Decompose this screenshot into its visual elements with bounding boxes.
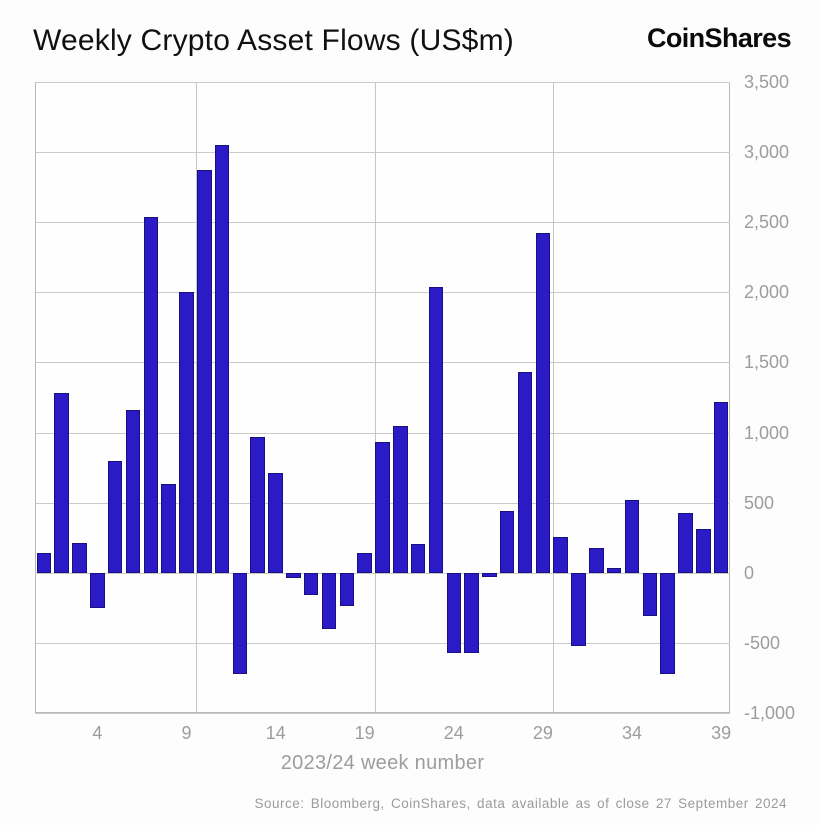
x-axis-tick-label: 14 [265,723,286,743]
y-axis-label: 2,500 [744,212,790,233]
bar-week-6 [125,410,141,573]
y-axis-label: 3,500 [744,72,790,92]
bar-week-16 [303,572,319,596]
bar-week-38 [696,529,711,573]
y-gridline [35,152,730,154]
bar-week-28 [517,371,533,573]
x-gridline [374,82,376,713]
bar-week-4 [90,572,105,608]
bar-week-10 [197,170,212,573]
bar-week-1 [36,553,52,573]
x-axis-tick-label: 4 [92,723,103,743]
x-axis-tick-label: 34 [621,723,643,743]
x-axis-title: 2023/24 week number [280,752,485,774]
bar-week-7 [143,217,159,573]
bar-week-13 [250,436,265,573]
bar-week-21 [393,426,408,573]
x-axis-tick-label: 24 [443,723,464,743]
bar-week-35 [642,572,658,617]
plot-area [35,82,730,714]
bar-week-31 [571,572,586,646]
bar-week-20 [375,442,390,573]
bar-week-39 [713,401,729,573]
bar-week-32 [589,547,604,573]
y-axis-label: 3,000 [744,142,790,163]
bar-week-12 [232,572,248,674]
y-axis-label: 1,500 [744,352,790,373]
y-gridline [35,572,730,574]
y-gridline [35,713,730,714]
bar-week-17 [321,572,337,629]
bar-week-11 [214,145,230,573]
bar-week-34 [624,499,640,573]
bar-week-14 [268,472,283,573]
bar-week-9 [179,292,194,573]
bar-week-18 [339,572,355,606]
y-axis-label: -1,000 [744,703,796,723]
bar-week-30 [553,537,568,573]
x-axis: 4 9 14 19 24 29 34 39 [35,723,731,747]
bar-week-26 [482,572,497,577]
bar-week-27 [499,511,515,573]
bar-week-2 [54,393,69,573]
x-gridline [196,82,198,713]
bar-week-29 [535,232,551,573]
bar-week-19 [357,553,372,573]
plot-border [35,82,730,713]
bar-week-23 [428,287,444,573]
x-axis-tick-label: 29 [532,723,553,743]
bar-week-33 [606,567,622,573]
y-axis: 3,500 3,000 2,500 2,000 1,500 1,000 500 0 -500 -1… [744,72,820,723]
bar-week-5 [107,460,123,573]
bar-week-24 [446,572,462,653]
x-axis-tick-label: 9 [181,723,192,743]
y-gridline [35,82,730,83]
y-axis-label: 0 [744,562,755,583]
y-axis-label: 1,000 [744,422,790,443]
y-axis-label: 500 [744,492,775,513]
y-axis-label: -500 [744,632,781,653]
bar-week-25 [464,572,479,653]
bar-week-15 [286,572,301,578]
chart-title: Weekly Crypto Asset Flows (US$m) [33,24,514,57]
x-axis-tick-label: 39 [711,723,732,743]
bar-week-3 [72,542,87,573]
y-axis-label: 2,000 [744,282,790,303]
y-gridline [35,362,730,364]
bar-week-36 [660,572,675,675]
y-gridline [35,222,730,224]
y-gridline [35,432,730,434]
bar-week-37 [678,512,693,573]
y-gridline [35,642,730,644]
bar-week-22 [410,544,426,573]
bar-week-8 [161,483,176,573]
x-axis-tick-label: 19 [354,723,375,743]
coinshares-logo: CoinShares [646,23,792,53]
y-gridline [35,292,730,294]
source-note: Source: Bloomberg, CoinShares, data avai… [254,796,787,811]
x-gridline [552,82,554,713]
